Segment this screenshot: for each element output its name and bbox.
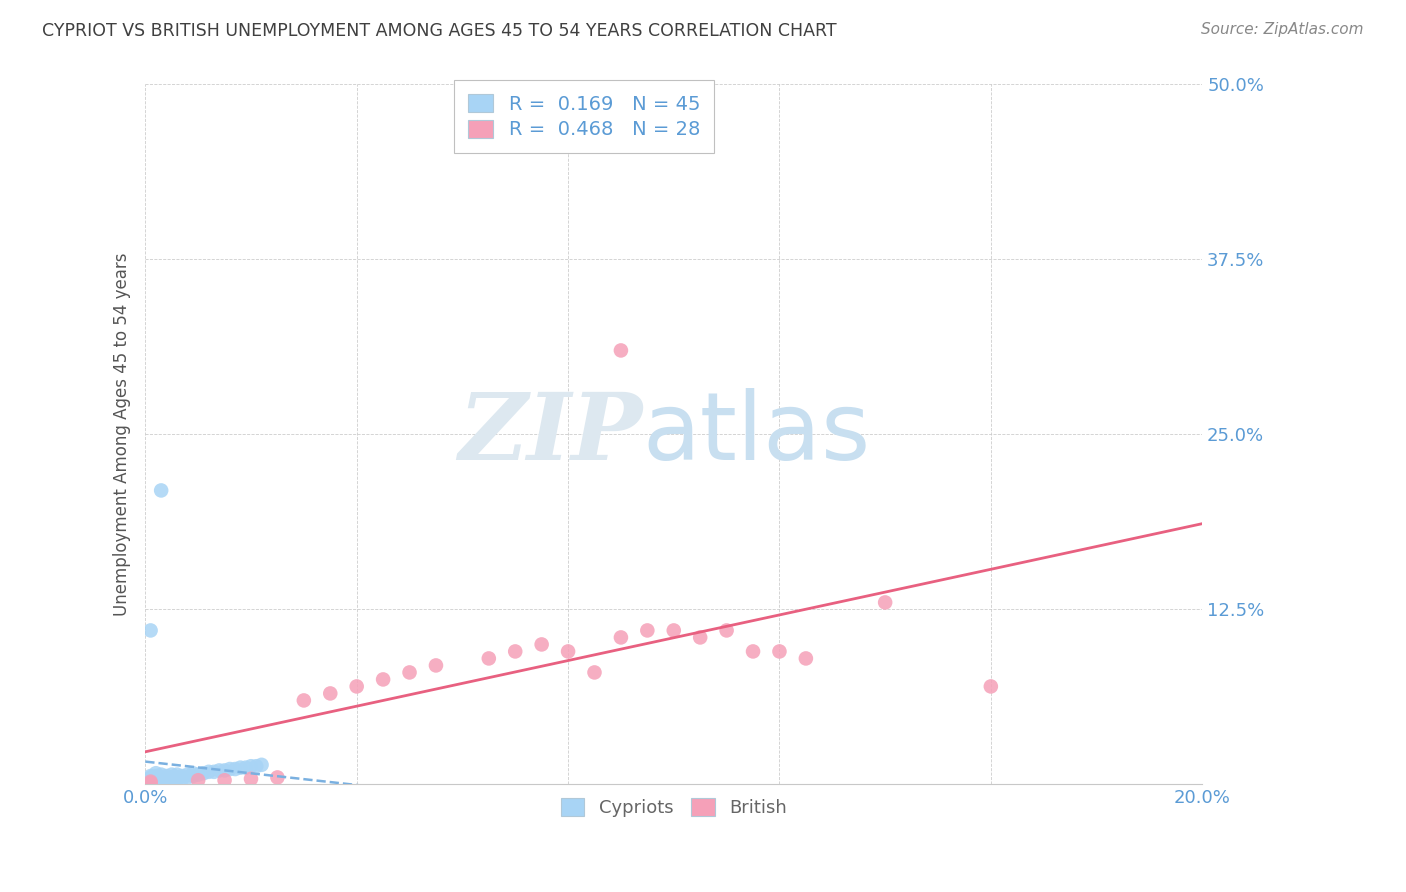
Point	[166, 771, 188, 785]
Point	[187, 767, 209, 781]
Point	[176, 771, 198, 785]
Point	[214, 773, 236, 788]
Text: CYPRIOT VS BRITISH UNEMPLOYMENT AMONG AGES 45 TO 54 YEARS CORRELATION CHART: CYPRIOT VS BRITISH UNEMPLOYMENT AMONG AG…	[42, 22, 837, 40]
Point	[557, 644, 579, 658]
Y-axis label: Unemployment Among Ages 45 to 54 years: Unemployment Among Ages 45 to 54 years	[114, 252, 131, 616]
Point	[202, 764, 225, 779]
Point	[224, 762, 246, 776]
Point	[250, 757, 273, 772]
Point	[160, 767, 183, 781]
Point	[319, 686, 342, 700]
Point	[150, 767, 173, 781]
Point	[145, 766, 167, 780]
Point	[875, 595, 897, 609]
Point	[530, 637, 553, 651]
Point	[193, 766, 215, 780]
Point	[155, 772, 177, 786]
Point	[181, 766, 204, 780]
Point	[503, 644, 526, 658]
Point	[583, 665, 606, 680]
Point	[150, 771, 173, 785]
Point	[742, 644, 765, 658]
Point	[145, 769, 167, 783]
Point	[139, 773, 162, 788]
Point	[150, 776, 173, 790]
Point	[636, 624, 658, 638]
Point	[187, 773, 209, 788]
Point	[478, 651, 501, 665]
Point	[155, 769, 177, 783]
Point	[245, 759, 267, 773]
Point	[980, 680, 1002, 694]
Point	[240, 759, 263, 773]
Point	[662, 624, 685, 638]
Point	[218, 762, 240, 776]
Text: Source: ZipAtlas.com: Source: ZipAtlas.com	[1201, 22, 1364, 37]
Point	[166, 773, 188, 788]
Point	[229, 761, 252, 775]
Point	[197, 764, 219, 779]
Point	[139, 771, 162, 785]
Point	[208, 764, 231, 778]
Point	[139, 769, 162, 783]
Point	[181, 769, 204, 783]
Point	[398, 665, 420, 680]
Point	[160, 773, 183, 788]
Point	[139, 624, 162, 638]
Point	[172, 769, 194, 783]
Point	[139, 774, 162, 789]
Point	[425, 658, 447, 673]
Point	[145, 774, 167, 789]
Point	[266, 771, 288, 785]
Point	[346, 680, 368, 694]
Point	[145, 776, 167, 790]
Point	[139, 776, 162, 790]
Point	[150, 483, 173, 498]
Point	[172, 772, 194, 786]
Point	[139, 772, 162, 786]
Point	[214, 764, 236, 778]
Text: atlas: atlas	[643, 388, 870, 481]
Point	[292, 693, 315, 707]
Point	[610, 343, 633, 358]
Point	[176, 767, 198, 781]
Point	[240, 772, 263, 786]
Point	[139, 776, 162, 790]
Point	[371, 673, 394, 687]
Point	[689, 631, 711, 645]
Point	[768, 644, 790, 658]
Legend: Cypriots, British: Cypriots, British	[554, 791, 794, 824]
Point	[794, 651, 817, 665]
Point	[139, 774, 162, 789]
Point	[610, 631, 633, 645]
Point	[716, 624, 738, 638]
Text: ZIP: ZIP	[458, 390, 643, 479]
Point	[166, 767, 188, 781]
Point	[155, 774, 177, 789]
Point	[150, 773, 173, 788]
Point	[145, 772, 167, 786]
Point	[160, 771, 183, 785]
Point	[235, 761, 257, 775]
